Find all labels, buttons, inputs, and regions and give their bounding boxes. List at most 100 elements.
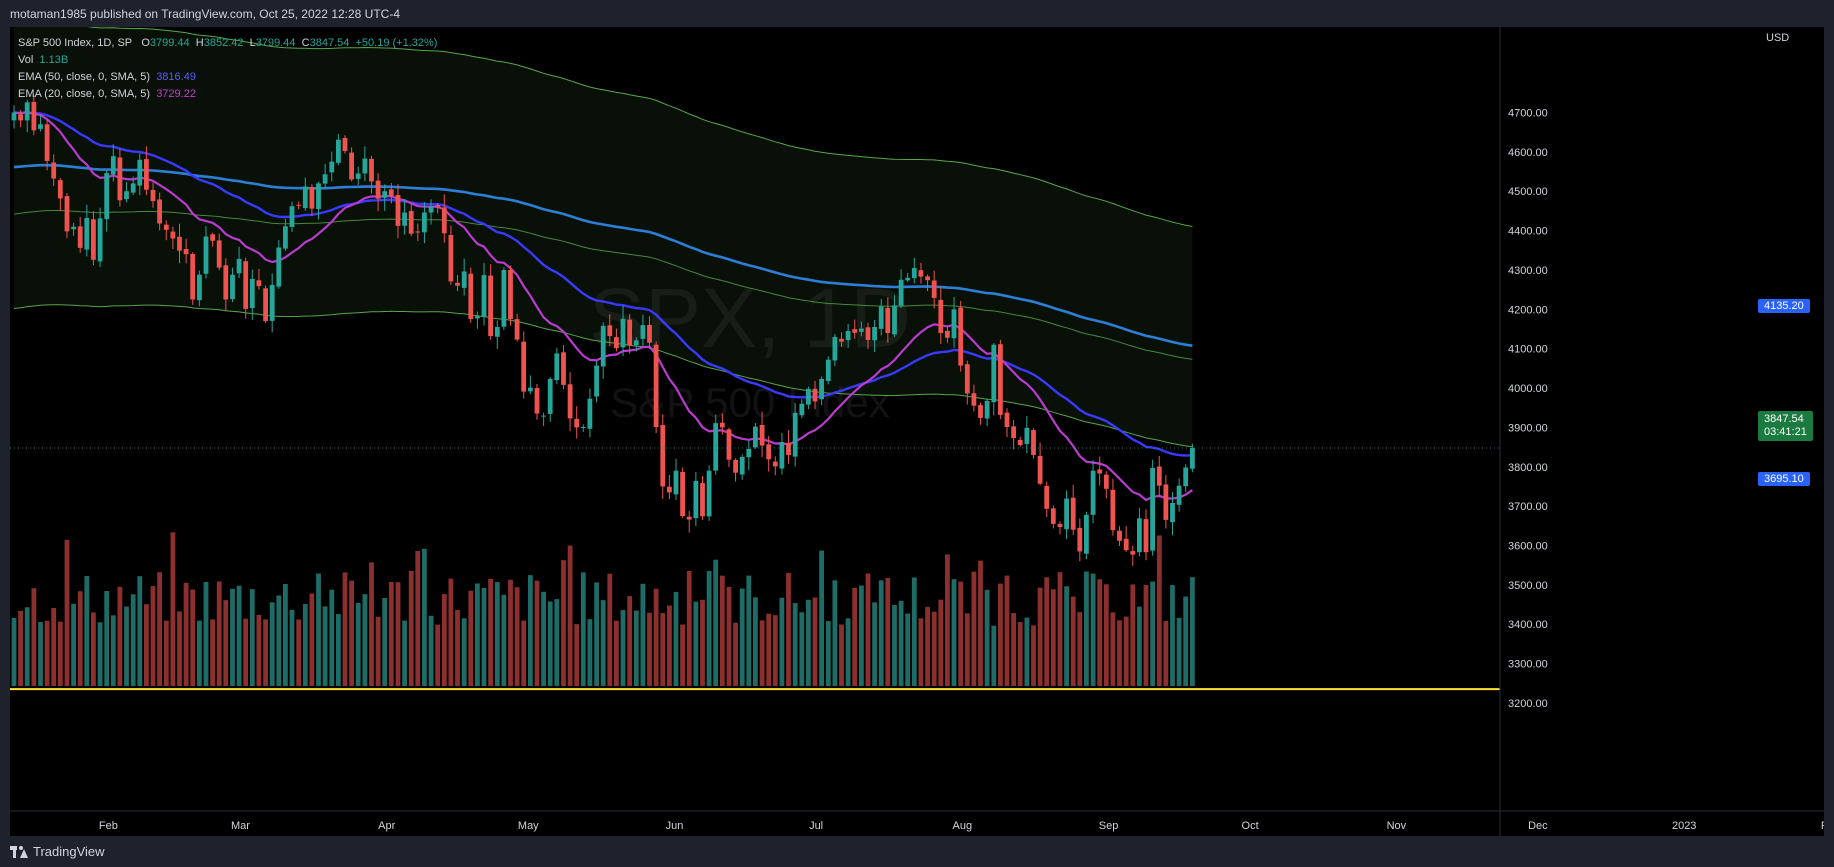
- candle-body: [302, 186, 308, 209]
- tradingview-logo[interactable]: TradingView: [10, 844, 105, 859]
- volume-bar: [249, 589, 255, 686]
- volume-bar: [130, 594, 136, 686]
- candle-body: [388, 189, 394, 196]
- candle-body: [124, 191, 129, 199]
- volume-bar: [1163, 621, 1169, 686]
- legend-vol: 1.13B: [39, 54, 69, 66]
- candle-body: [753, 426, 758, 448]
- candle-body: [931, 280, 937, 298]
- candle-body: [144, 159, 149, 190]
- price-tag-last: 3847.54 03:41:21: [1758, 411, 1813, 441]
- volume-bar: [369, 562, 374, 686]
- legend-ema20-label: EMA (20, close, 0, SMA, 5): [18, 88, 151, 100]
- volume-bar: [388, 581, 394, 686]
- band-upper-line: [87, 27, 1193, 227]
- volume-bar: [964, 613, 970, 686]
- volume-bar: [971, 571, 977, 686]
- chart-area[interactable]: SPX, 1D S&P 500 Index 3200.00 3300.00 3400…: [10, 27, 1824, 836]
- volume-bar: [580, 572, 586, 686]
- volume-bar: [898, 600, 904, 686]
- volume-bar: [587, 619, 593, 686]
- volume-bar: [375, 616, 381, 686]
- volume-bar: [905, 613, 911, 686]
- candle-body: [1031, 430, 1036, 455]
- legend-change: +50.19 (+1.32%): [355, 37, 438, 49]
- volume-bar: [700, 599, 705, 686]
- time-tick-label: Aug: [953, 820, 973, 832]
- candle-body: [633, 340, 639, 346]
- volume-bar: [759, 620, 765, 686]
- volume-bar: [792, 603, 798, 686]
- volume-bar: [382, 598, 388, 686]
- volume-bar: [925, 606, 930, 686]
- candle-body: [1143, 519, 1149, 553]
- legend-low-label: L: [249, 37, 256, 49]
- volume-bar: [408, 570, 414, 686]
- candle-body: [117, 157, 123, 201]
- volume-bar: [739, 588, 745, 686]
- volume-bar: [1117, 620, 1122, 686]
- legend-symbol[interactable]: S&P 500 Index, 1D, SP: [18, 37, 133, 49]
- candle-body: [978, 405, 983, 418]
- price-chart[interactable]: SPX, 1D S&P 500 Index 3200.003300.003400…: [10, 27, 1824, 836]
- volume-bar: [64, 539, 70, 686]
- volume-bar: [461, 618, 467, 686]
- volume-bar: [38, 622, 43, 686]
- candle-body: [223, 265, 229, 300]
- candle-body: [64, 196, 70, 232]
- candle-body: [24, 102, 30, 121]
- candle-body: [355, 173, 361, 179]
- candle-body: [375, 180, 381, 199]
- candle-body: [1123, 538, 1129, 551]
- legend-ema20-row[interactable]: EMA (20, close, 0, SMA, 5) 3729.22: [18, 86, 437, 103]
- candle-body: [766, 444, 772, 460]
- candle-body: [567, 384, 573, 419]
- candle-body: [97, 218, 103, 262]
- volume-bar: [852, 588, 858, 686]
- volume-bar: [1064, 586, 1069, 686]
- volume-bar: [309, 593, 315, 686]
- band-fill: [14, 27, 1193, 447]
- candle-body: [91, 219, 96, 260]
- volume-bar: [1183, 596, 1189, 686]
- volume-bar: [938, 599, 944, 686]
- volume-bar: [1110, 612, 1116, 686]
- candle-body: [468, 273, 474, 320]
- candle-body: [885, 307, 891, 333]
- candle-body: [640, 325, 646, 339]
- candle-body: [686, 516, 692, 520]
- candle-body: [1084, 514, 1089, 554]
- volume-bar: [77, 591, 83, 686]
- volume-bar: [859, 585, 864, 686]
- candle-body: [786, 442, 791, 455]
- candle-body: [726, 429, 732, 460]
- candle-body: [249, 279, 255, 308]
- time-tick-label: Jun: [666, 820, 684, 832]
- candle-body: [461, 271, 467, 288]
- legend-volume-row[interactable]: Vol 1.13B: [18, 52, 437, 69]
- volume-bar: [302, 604, 308, 686]
- candle-body: [878, 306, 884, 329]
- time-tick-label: Dec: [1528, 820, 1548, 832]
- volume-bar: [640, 583, 646, 686]
- candle-body: [71, 226, 76, 230]
- volume-bar: [779, 597, 785, 686]
- candle-body: [819, 379, 824, 400]
- time-tick-label: Apr: [378, 820, 395, 832]
- volume-bar: [984, 589, 990, 686]
- candle-body: [521, 341, 527, 392]
- candle-body: [792, 412, 798, 457]
- candle-body: [620, 318, 626, 348]
- candle-body: [362, 158, 368, 174]
- legend-ema50-row[interactable]: EMA (50, close, 0, SMA, 5) 3816.49: [18, 69, 437, 86]
- candle-body: [110, 156, 116, 175]
- candle-body: [825, 359, 831, 381]
- candle-body: [799, 403, 805, 416]
- candle-body: [998, 344, 1003, 415]
- volume-bar: [819, 550, 824, 686]
- volume-bar: [885, 578, 891, 686]
- band-mid-line: [13, 210, 1193, 360]
- volume-bar: [117, 586, 123, 686]
- volume-bar: [1190, 577, 1195, 686]
- volume-bar: [1156, 535, 1162, 686]
